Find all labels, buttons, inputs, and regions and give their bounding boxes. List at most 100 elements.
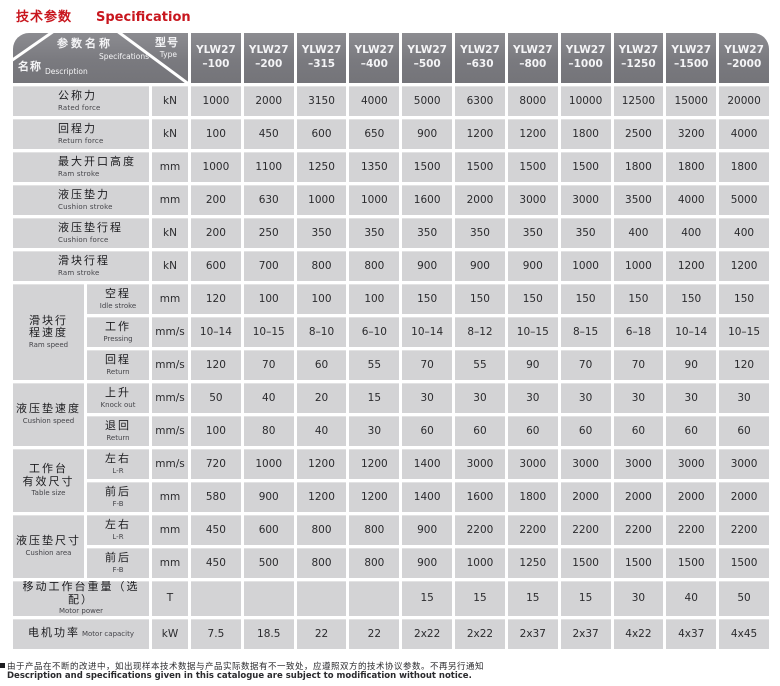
value-cell: 3000 xyxy=(613,449,664,479)
model-header-cell: YLW27 –200 xyxy=(243,33,294,83)
value-cell: 350 xyxy=(296,218,347,248)
model-name-line2: –400 xyxy=(360,58,388,70)
value-cell: 3000 xyxy=(666,449,717,479)
value-cell xyxy=(296,581,347,616)
value-cell: 50 xyxy=(191,383,241,413)
value-cell: 18.5 xyxy=(243,618,294,649)
value-cell: 6–18 xyxy=(613,317,664,347)
row-label-en: Motor power xyxy=(58,607,104,616)
unit-cell: kN xyxy=(152,86,188,116)
table-row: 前后 F-B mm 450 500 800 800 900 1000 1250 1500 1500 15… xyxy=(13,548,769,578)
value-cell: 40 xyxy=(666,581,717,616)
value-cell: 450 xyxy=(191,515,241,545)
model-name-line2: –1250 xyxy=(621,58,656,70)
group-label-zh: 液压垫速度 xyxy=(16,402,81,416)
value-cell xyxy=(191,581,241,616)
group-label-zh: 液压垫尺寸 xyxy=(16,534,81,548)
row-label: 液压垫力 Cushion stroke xyxy=(13,185,149,215)
value-cell: 4x45 xyxy=(719,618,769,649)
value-cell: 30 xyxy=(613,581,664,616)
table-row: 液压垫力 Cushion stroke mm 200 630 1000 1000 1600 20… xyxy=(13,185,769,215)
value-cell: 2500 xyxy=(613,119,664,149)
value-cell: 900 xyxy=(507,251,558,281)
unit-cell: mm xyxy=(152,284,188,314)
row-label-zh: 液压垫行程 xyxy=(58,220,123,234)
value-cell: 3000 xyxy=(507,449,558,479)
value-cell: 900 xyxy=(402,548,453,578)
sub-label: 左右 L-R xyxy=(87,449,149,479)
value-cell: 30 xyxy=(719,383,769,413)
value-cell: 2x22 xyxy=(455,618,505,649)
value-cell: 2000 xyxy=(666,482,717,512)
spec-table: 参数名称 Specifcations 名称 Description 型号 Type YLW2… xyxy=(10,30,772,652)
value-cell: 30 xyxy=(666,383,717,413)
value-cell: 1500 xyxy=(719,548,769,578)
unit-cell: mm xyxy=(152,482,188,512)
value-cell: 22 xyxy=(349,618,400,649)
table-row: 滑块行 程速度 Ram speed 空程 Idle stroke mm 120 100 100 1… xyxy=(13,284,769,380)
value-cell: 1200 xyxy=(349,449,400,479)
value-cell: 700 xyxy=(243,251,294,281)
value-cell: 70 xyxy=(402,350,453,380)
model-name-line1: YLW27 xyxy=(724,44,764,57)
sub-label-zh: 前后 xyxy=(105,550,131,564)
model-name-line2: –315 xyxy=(307,58,336,70)
value-cell: 2000 xyxy=(243,86,294,116)
value-cell: 600 xyxy=(243,515,294,545)
value-cell: 3000 xyxy=(560,185,611,215)
model-header-cell: YLW27 –630 xyxy=(455,33,505,83)
value-cell: 7.5 xyxy=(191,618,241,649)
value-cell: 2000 xyxy=(560,482,611,512)
value-cell: 350 xyxy=(560,218,611,248)
sub-label-zh: 上升 xyxy=(105,385,131,399)
row-label-en: Cushion stroke xyxy=(58,202,113,211)
value-cell: 3000 xyxy=(455,449,505,479)
value-cell: 30 xyxy=(613,383,664,413)
row-label-en: Rated force xyxy=(58,103,101,112)
value-cell: 120 xyxy=(719,350,769,380)
value-cell: 100 xyxy=(349,284,400,314)
unit-cell: mm/s xyxy=(152,317,188,347)
table-row: 电机功率 Motor capacity kW 7.5 18.5 22 22 2x22 2x22 2… xyxy=(13,618,769,649)
value-cell: 1000 xyxy=(613,251,664,281)
value-cell: 200 xyxy=(191,218,241,248)
value-cell: 3000 xyxy=(719,449,769,479)
value-cell: 150 xyxy=(666,284,717,314)
unit-cell: mm xyxy=(152,185,188,215)
value-cell: 1200 xyxy=(455,119,505,149)
model-name-line1: YLW27 xyxy=(407,44,447,57)
value-cell: 55 xyxy=(349,350,400,380)
unit-cell: kN xyxy=(152,218,188,248)
value-cell: 6300 xyxy=(455,86,505,116)
value-cell: 90 xyxy=(666,350,717,380)
model-header-cell: YLW27 –315 xyxy=(296,33,347,83)
sub-label: 退回 Return xyxy=(87,416,149,446)
value-cell: 15 xyxy=(507,581,558,616)
row-label-zh: 电机功率 xyxy=(27,626,80,640)
value-cell: 1200 xyxy=(349,482,400,512)
value-cell: 10000 xyxy=(560,86,611,116)
sub-label: 工作 Pressing xyxy=(87,317,149,347)
value-cell: 60 xyxy=(402,416,453,446)
value-cell: 900 xyxy=(402,251,453,281)
value-cell: 50 xyxy=(719,581,769,616)
sub-label-zh: 左右 xyxy=(105,517,131,531)
value-cell: 1400 xyxy=(402,482,453,512)
corner-name-label-en: Description xyxy=(45,67,88,76)
value-cell: 150 xyxy=(455,284,505,314)
diagonal-divider-icon xyxy=(13,33,188,83)
value-cell: 720 xyxy=(191,449,241,479)
value-cell: 15 xyxy=(560,581,611,616)
value-cell: 350 xyxy=(349,218,400,248)
group-label-en: Ram speed xyxy=(28,340,69,349)
value-cell: 8000 xyxy=(507,86,558,116)
sub-label-en: Return xyxy=(106,367,130,376)
sub-label-en: Return xyxy=(106,433,130,442)
page-title-en: Specification xyxy=(96,10,191,25)
value-cell: 60 xyxy=(719,416,769,446)
value-cell: 1000 xyxy=(349,185,400,215)
value-cell: 500 xyxy=(243,548,294,578)
sub-label-zh: 回程 xyxy=(105,352,131,366)
value-cell: 600 xyxy=(296,119,347,149)
